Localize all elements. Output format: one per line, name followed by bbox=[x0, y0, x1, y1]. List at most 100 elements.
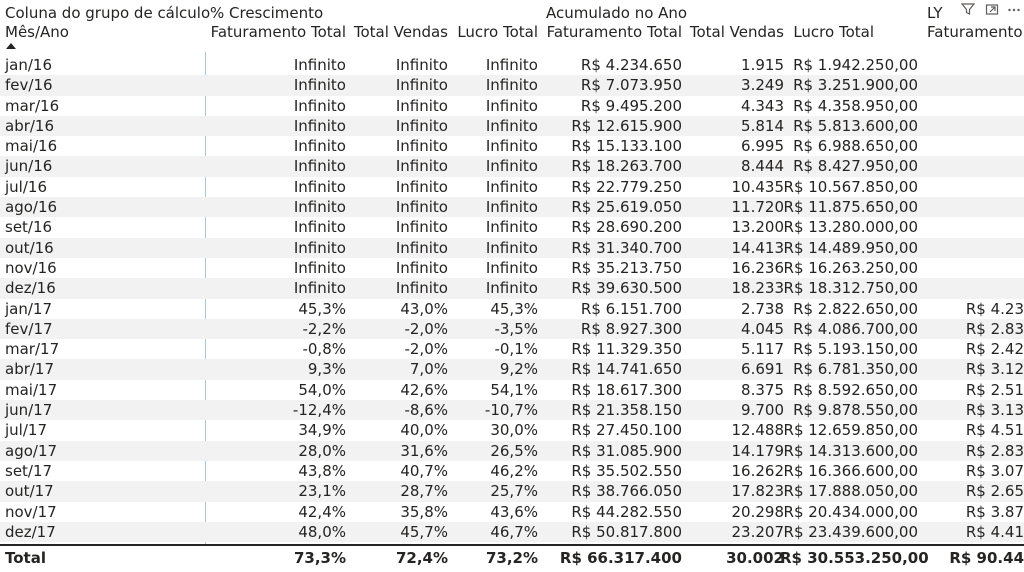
filter-icon[interactable] bbox=[961, 2, 975, 16]
cell-growth-lucro: Infinito bbox=[485, 76, 538, 95]
cell-ytd-lucro: R$ 17.888.050,00 bbox=[783, 482, 918, 501]
cell-ytd-lucro: R$ 13.280.000,00 bbox=[783, 218, 918, 237]
cell-growth-lucro: 30,0% bbox=[490, 421, 538, 440]
cell-growth-lucro: -10,7% bbox=[484, 401, 538, 420]
cell-ly-fat bbox=[924, 156, 1024, 176]
table-row[interactable]: out/17 23,1% 28,7% 25,7% R$ 38.766.050 17.823… bbox=[0, 481, 1024, 502]
cell-month: out/17 bbox=[5, 482, 54, 501]
cell-growth-lucro: 46,2% bbox=[490, 461, 538, 480]
table-row[interactable]: abr/16 Infinito Infinito Infinito R$ 12.615.… bbox=[0, 115, 1024, 137]
cell-growth-vendas: Infinito bbox=[395, 96, 448, 115]
cell-growth-lucro: Infinito bbox=[485, 238, 538, 257]
cell-ytd-vendas: 2.738 bbox=[741, 299, 784, 318]
cell-ly-fat: R$ 4.41 bbox=[965, 522, 1024, 541]
row-header-divider bbox=[205, 52, 206, 570]
cell-ytd-vendas: 13.200 bbox=[731, 218, 785, 237]
cell-ytd-lucro: R$ 4.358.950,00 bbox=[793, 96, 918, 115]
table-row[interactable]: jan/16 Infinito Infinito Infinito R$ 4.234.6… bbox=[0, 55, 1024, 75]
total-growth-vendas: 72,4% bbox=[395, 549, 448, 567]
cell-growth-fat: Infinito bbox=[293, 177, 346, 196]
cell-growth-lucro: Infinito bbox=[485, 177, 538, 196]
table-row[interactable]: set/16 Infinito Infinito Infinito R$ 28.690.… bbox=[0, 217, 1024, 237]
cell-ytd-lucro: R$ 18.312.750,00 bbox=[783, 279, 918, 298]
col-header-ytd-vendas[interactable]: Total Vendas bbox=[689, 23, 784, 41]
cell-ly-fat bbox=[924, 136, 1024, 156]
cell-month: jan/16 bbox=[5, 56, 53, 74]
cell-month: fev/16 bbox=[5, 76, 53, 95]
cell-ytd-fat: R$ 21.358.150 bbox=[571, 401, 682, 420]
focus-mode-icon[interactable] bbox=[985, 2, 999, 16]
cell-ytd-vendas: 6.691 bbox=[741, 360, 784, 379]
cell-growth-vendas: Infinito bbox=[395, 218, 448, 237]
total-ytd-fat: R$ 66.317.400 bbox=[559, 549, 682, 567]
col-header-ly-fat[interactable]: Faturamento bbox=[927, 23, 1023, 41]
table-row[interactable]: out/16 Infinito Infinito Infinito R$ 31.340.… bbox=[0, 237, 1024, 258]
cell-growth-vendas: Infinito bbox=[395, 258, 448, 277]
table-row[interactable]: jun/16 Infinito Infinito Infinito R$ 18.263.… bbox=[0, 156, 1024, 177]
cell-growth-lucro: Infinito bbox=[485, 96, 538, 115]
cell-growth-vendas: Infinito bbox=[395, 56, 448, 74]
table-row[interactable]: dez/17 48,0% 45,7% 46,7% R$ 50.817.800 23.207… bbox=[0, 521, 1024, 542]
cell-growth-lucro: 9,2% bbox=[499, 360, 538, 379]
cell-ytd-lucro: R$ 4.086.700,00 bbox=[793, 319, 918, 338]
table-row[interactable]: mai/16 Infinito Infinito Infinito R$ 15.133.… bbox=[0, 136, 1024, 156]
cell-ytd-vendas: 14.179 bbox=[731, 441, 785, 460]
cell-ytd-vendas: 12.488 bbox=[731, 421, 785, 440]
cell-ytd-fat: R$ 7.073.950 bbox=[580, 76, 682, 95]
table-row[interactable]: mai/17 54,0% 42,6% 54,1% R$ 18.617.300 8.375 R… bbox=[0, 380, 1024, 400]
cell-ytd-fat: R$ 4.234.650 bbox=[580, 56, 682, 74]
table-row[interactable]: jul/17 34,9% 40,0% 30,0% R$ 27.450.100 12.488… bbox=[0, 420, 1024, 440]
cell-growth-lucro: Infinito bbox=[485, 157, 538, 176]
cell-ly-fat: R$ 2.51 bbox=[965, 380, 1024, 399]
table-row[interactable]: nov/16 Infinito Infinito Infinito R$ 35.213.… bbox=[0, 258, 1024, 278]
table-row[interactable]: jan/17 45,3% 43,0% 45,3% R$ 6.151.700 2.738 R$… bbox=[0, 299, 1024, 319]
group-header-growth: % Crescimento bbox=[210, 4, 324, 22]
table-row[interactable]: jul/16 Infinito Infinito Infinito R$ 22.779.… bbox=[0, 177, 1024, 197]
table-row[interactable]: abr/17 9,3% 7,0% 9,2% R$ 14.741.650 6.691 R$ 6… bbox=[0, 359, 1024, 380]
cell-growth-fat: 48,0% bbox=[298, 522, 346, 541]
sort-ascending-icon[interactable] bbox=[6, 43, 16, 49]
table-row[interactable]: fev/16 Infinito Infinito Infinito R$ 7.073.9… bbox=[0, 75, 1024, 96]
cell-growth-lucro: 46,7% bbox=[490, 522, 538, 541]
col-header-ytd-fat[interactable]: Faturamento Total bbox=[546, 23, 682, 41]
cell-month: ago/17 bbox=[5, 441, 58, 460]
cell-growth-fat: Infinito bbox=[293, 96, 346, 115]
table-row[interactable]: ago/16 Infinito Infinito Infinito R$ 25.619.… bbox=[0, 197, 1024, 218]
cell-growth-fat: 54,0% bbox=[298, 380, 346, 399]
row-header-month[interactable]: Mês/Ano bbox=[5, 23, 69, 41]
more-options-icon[interactable] bbox=[1007, 2, 1021, 16]
cell-ytd-lucro: R$ 9.878.550,00 bbox=[793, 401, 918, 420]
table-row[interactable]: nov/17 42,4% 35,8% 43,6% R$ 44.282.550 20.298… bbox=[0, 502, 1024, 522]
col-header-ytd-lucro[interactable]: Lucro Total bbox=[793, 23, 874, 41]
cell-ytd-lucro: R$ 2.822.650,00 bbox=[793, 299, 918, 318]
cell-ytd-lucro: R$ 14.489.950,00 bbox=[783, 238, 918, 257]
cell-month: out/16 bbox=[5, 238, 54, 257]
table-row[interactable]: set/17 43,8% 40,7% 46,2% R$ 35.502.550 16.262… bbox=[0, 461, 1024, 481]
col-header-growth-lucro[interactable]: Lucro Total bbox=[457, 23, 538, 41]
cell-ytd-vendas: 20.298 bbox=[731, 502, 785, 521]
cell-ytd-vendas: 4.343 bbox=[741, 96, 784, 115]
cell-ly-fat bbox=[924, 217, 1024, 237]
table-row[interactable]: ago/17 28,0% 31,6% 26,5% R$ 31.085.900 14.179… bbox=[0, 440, 1024, 461]
cell-ytd-lucro: R$ 6.988.650,00 bbox=[793, 137, 918, 156]
table-row[interactable]: fev/17 -2,2% -2,0% -3,5% R$ 8.927.300 4.045 R$… bbox=[0, 318, 1024, 340]
table-row[interactable]: mar/16 Infinito Infinito Infinito R$ 9.495.2… bbox=[0, 96, 1024, 116]
cell-ytd-vendas: 23.207 bbox=[731, 522, 785, 541]
table-row[interactable]: jun/17 -12,4% -8,6% -10,7% R$ 21.358.150 9.70… bbox=[0, 400, 1024, 421]
cell-ytd-vendas: 1.915 bbox=[741, 56, 784, 74]
cell-growth-lucro: 25,7% bbox=[490, 482, 538, 501]
cell-growth-vendas: Infinito bbox=[395, 116, 448, 135]
cell-ytd-vendas: 16.262 bbox=[731, 461, 785, 480]
cell-ytd-lucro: R$ 3.251.900,00 bbox=[793, 76, 918, 95]
table-row[interactable]: dez/16 Infinito Infinito Infinito R$ 39.630.… bbox=[0, 278, 1024, 299]
cell-growth-fat: Infinito bbox=[293, 238, 346, 257]
cell-ytd-vendas: 8.375 bbox=[741, 380, 784, 399]
cell-month: jan/17 bbox=[5, 299, 53, 318]
col-header-growth-vendas[interactable]: Total Vendas bbox=[353, 23, 448, 41]
cell-growth-fat: 28,0% bbox=[298, 441, 346, 460]
cell-ly-fat bbox=[924, 278, 1024, 298]
col-header-growth-fat[interactable]: Faturamento Total bbox=[210, 23, 346, 41]
cell-growth-lucro: 54,1% bbox=[490, 380, 538, 399]
table-row[interactable]: mar/17 -0,8% -2,0% -0,1% R$ 11.329.350 5.117 R… bbox=[0, 339, 1024, 359]
total-row: Total 73,3% 72,4% 73,2% R$ 66.317.400 30… bbox=[0, 544, 1024, 572]
